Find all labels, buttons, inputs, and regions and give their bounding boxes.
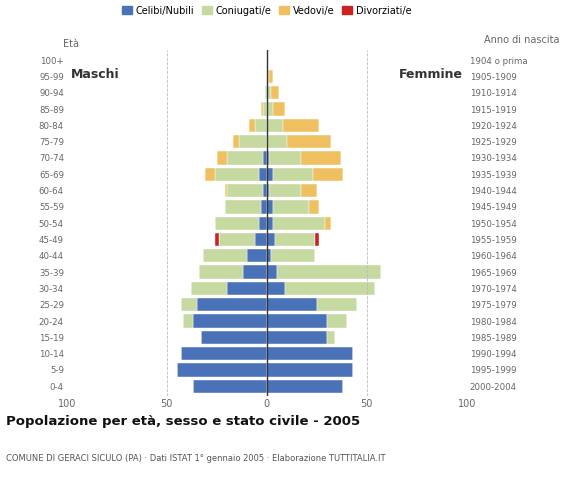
Bar <box>267 216 273 230</box>
Text: Maschi: Maschi <box>71 68 119 81</box>
Text: Anno di nascita: Anno di nascita <box>484 35 560 45</box>
Bar <box>277 265 381 279</box>
Bar <box>317 298 357 312</box>
Bar <box>313 168 343 181</box>
Bar <box>267 168 273 181</box>
Bar <box>269 70 273 83</box>
Bar <box>177 363 267 377</box>
Bar <box>271 249 315 263</box>
Bar <box>219 233 255 246</box>
Bar <box>217 151 227 165</box>
Bar <box>287 135 331 148</box>
Bar <box>247 249 267 263</box>
Bar <box>249 119 255 132</box>
Bar <box>267 119 283 132</box>
Bar <box>267 282 285 295</box>
Bar <box>267 265 277 279</box>
Bar <box>275 233 315 246</box>
Bar <box>199 265 243 279</box>
Bar <box>267 233 275 246</box>
Bar <box>239 135 267 148</box>
Bar <box>285 282 375 295</box>
Bar <box>193 380 267 393</box>
Bar <box>283 119 319 132</box>
Bar <box>205 168 215 181</box>
Bar <box>271 86 279 99</box>
Bar <box>263 102 267 116</box>
Bar <box>267 363 353 377</box>
Bar <box>267 102 273 116</box>
Bar <box>227 184 263 197</box>
Bar <box>225 184 227 197</box>
Bar <box>267 135 287 148</box>
Bar <box>267 184 269 197</box>
Bar <box>267 70 269 83</box>
Bar <box>315 233 319 246</box>
Bar <box>267 86 271 99</box>
Bar <box>183 314 193 328</box>
Bar <box>225 200 261 214</box>
Bar <box>273 168 313 181</box>
Bar <box>201 331 267 344</box>
Bar <box>259 216 267 230</box>
Bar <box>261 102 263 116</box>
Bar <box>243 265 267 279</box>
Bar <box>261 200 267 214</box>
Bar <box>181 298 197 312</box>
Text: COMUNE DI GERACI SICULO (PA) · Dati ISTAT 1° gennaio 2005 · Elaborazione TUTTITA: COMUNE DI GERACI SICULO (PA) · Dati ISTA… <box>6 454 385 463</box>
Bar <box>267 347 353 360</box>
Bar <box>255 233 267 246</box>
Bar <box>193 314 267 328</box>
Bar <box>233 135 239 148</box>
Bar <box>265 86 267 99</box>
Bar <box>267 298 317 312</box>
Bar <box>191 282 227 295</box>
Bar <box>203 249 247 263</box>
Bar <box>215 216 259 230</box>
Text: Popolazione per età, sesso e stato civile - 2005: Popolazione per età, sesso e stato civil… <box>6 415 360 428</box>
Bar <box>263 151 267 165</box>
Bar <box>263 184 267 197</box>
Bar <box>267 151 269 165</box>
Bar <box>301 151 341 165</box>
Text: Età: Età <box>63 39 79 49</box>
Bar <box>267 249 271 263</box>
Bar <box>255 119 267 132</box>
Bar <box>181 347 267 360</box>
Legend: Celibi/Nubili, Coniugati/e, Vedovi/e, Divorziati/e: Celibi/Nubili, Coniugati/e, Vedovi/e, Di… <box>118 2 415 20</box>
Bar <box>197 298 267 312</box>
Bar <box>309 200 319 214</box>
Bar <box>273 102 285 116</box>
Bar <box>267 200 273 214</box>
Bar <box>301 184 317 197</box>
Bar <box>267 380 343 393</box>
Bar <box>269 184 301 197</box>
Bar <box>327 331 335 344</box>
Bar <box>273 216 325 230</box>
Bar <box>215 233 219 246</box>
Bar <box>267 314 327 328</box>
Bar <box>327 314 347 328</box>
Bar <box>215 168 259 181</box>
Bar <box>269 151 301 165</box>
Bar <box>227 151 263 165</box>
Bar <box>267 331 327 344</box>
Bar <box>273 200 309 214</box>
Bar <box>259 168 267 181</box>
Bar <box>325 216 331 230</box>
Text: Femmine: Femmine <box>399 68 463 81</box>
Bar <box>227 282 267 295</box>
